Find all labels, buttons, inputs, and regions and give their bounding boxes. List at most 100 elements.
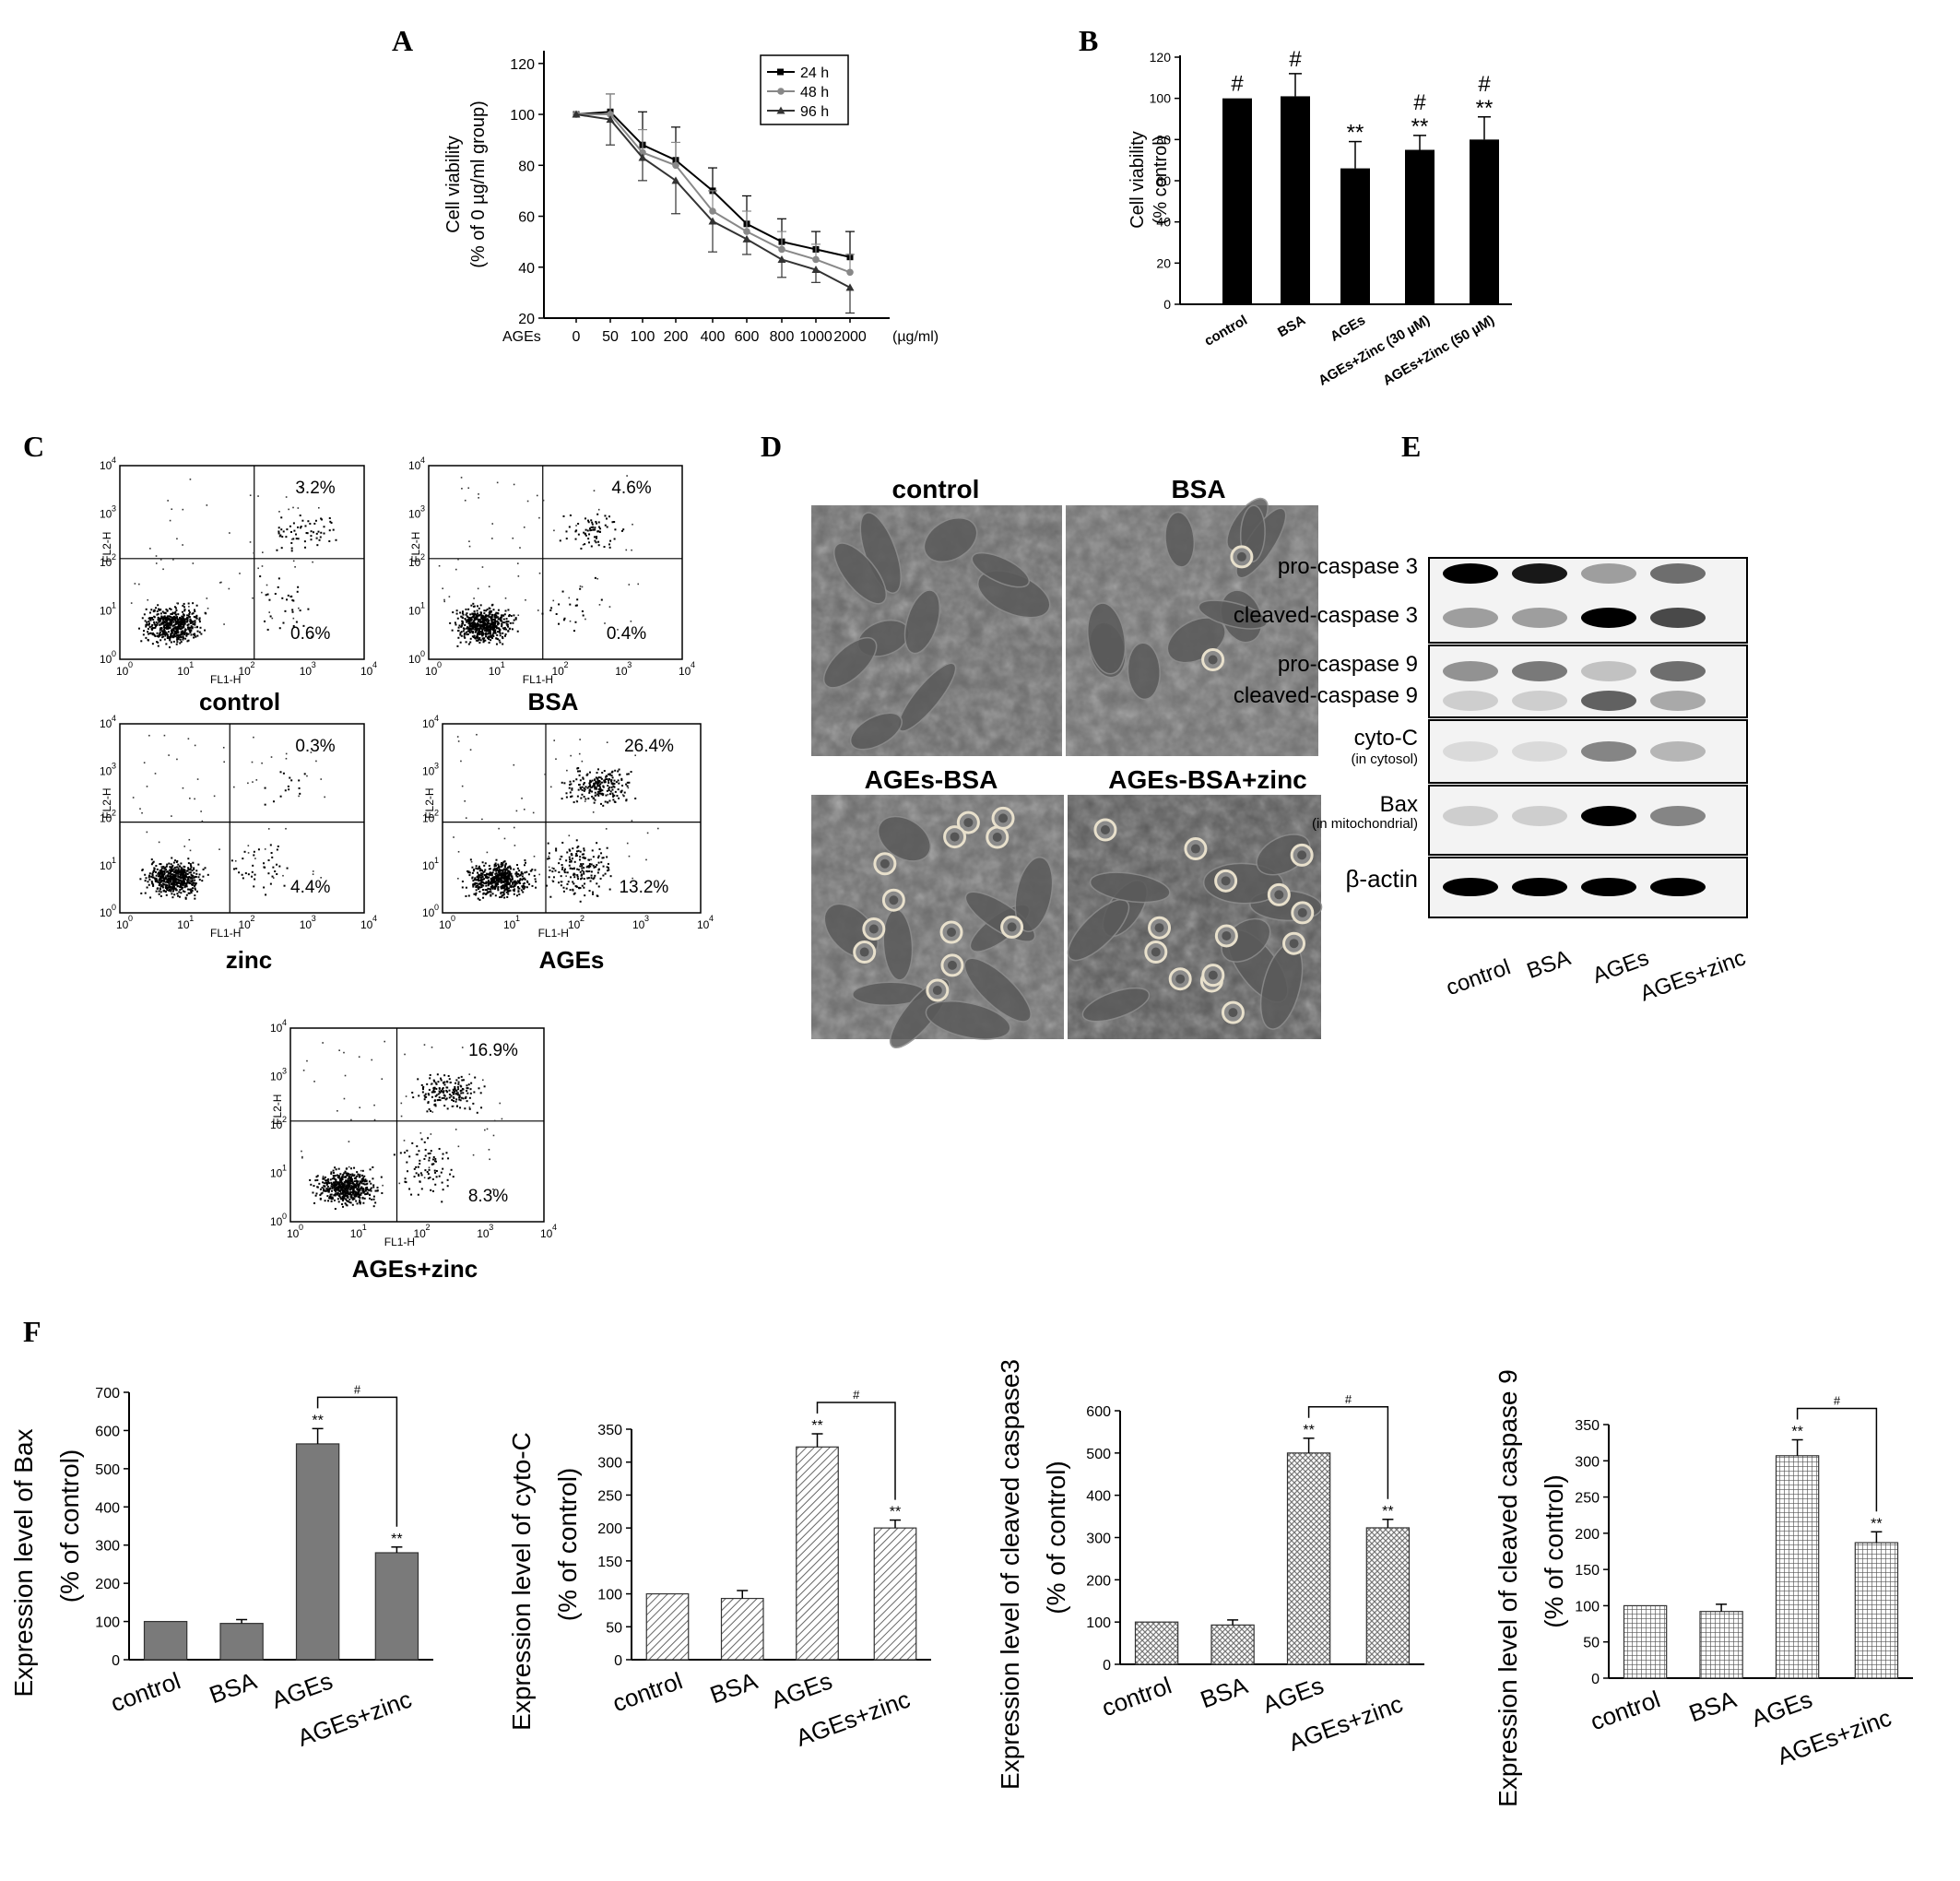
panel-b-bar bbox=[1281, 96, 1310, 304]
flow-y-axis-label: FL2-H bbox=[423, 787, 436, 818]
flow-x-axis-label: FL1-H bbox=[210, 673, 241, 686]
flow-y-tick: 10 bbox=[100, 556, 112, 569]
flow-x-tick: 10 bbox=[287, 1227, 300, 1240]
flow-y-tick-exp: 1 bbox=[434, 856, 439, 865]
blot-band bbox=[1650, 661, 1706, 681]
panel-f-significance-stars: ** bbox=[391, 1532, 402, 1547]
panel-f-ytick-label: 150 bbox=[1575, 1563, 1600, 1579]
panel-f-bar bbox=[1854, 1542, 1899, 1679]
panel-a-ytick-label: 20 bbox=[518, 312, 535, 327]
flow-x-tick-exp: 0 bbox=[451, 914, 455, 923]
blot-band bbox=[1512, 878, 1567, 896]
flow-x-tick: 10 bbox=[503, 918, 516, 931]
flow-lower-right-percent: 4.4% bbox=[290, 878, 330, 897]
blot-band bbox=[1581, 741, 1636, 762]
flow-x-tick: 10 bbox=[477, 1227, 490, 1240]
flow-y-axis-label: FL2-H bbox=[100, 787, 113, 818]
panel-f-chart-3: 0 50 100 150 200 250 300 350 Expression level of… bbox=[1494, 1369, 1913, 1807]
panel-f-ylabel-line2: (% of control) bbox=[55, 1449, 84, 1603]
blot-band bbox=[1650, 691, 1706, 711]
flow-x-tick: 10 bbox=[177, 918, 190, 931]
panel-f-significance-hash: # bbox=[1345, 1392, 1352, 1406]
flow-x-tick-exp: 0 bbox=[128, 914, 133, 923]
flow-x-tick: 10 bbox=[439, 918, 452, 931]
blot-row-label: cleaved-caspase 9 bbox=[1234, 683, 1418, 708]
flow-x-tick-exp: 3 bbox=[312, 914, 316, 923]
panel-f-ytick-label: 100 bbox=[1575, 1599, 1600, 1615]
panel-a-point bbox=[709, 207, 716, 215]
panel-b-significance-hash: # bbox=[1413, 90, 1426, 115]
panel-b-ytick-label: 100 bbox=[1150, 91, 1172, 106]
panel-label-c: C bbox=[23, 430, 44, 463]
panel-label-b: B bbox=[1079, 24, 1098, 57]
panel-f-ytick-label: 250 bbox=[597, 1488, 622, 1504]
panel-b-ytick-label: 60 bbox=[1156, 173, 1171, 188]
blot-band bbox=[1581, 691, 1636, 711]
flow-plot-2: 0.3%4.4%10 010 010 110 110 210 210 310 310 410 4FL… bbox=[100, 714, 377, 974]
panel-f-category-label: BSA bbox=[206, 1666, 261, 1709]
flow-x-tick-exp: 4 bbox=[552, 1223, 557, 1232]
flow-y-tick: 10 bbox=[408, 653, 421, 666]
flow-y-tick-exp: 1 bbox=[112, 856, 116, 865]
flow-y-tick: 10 bbox=[270, 1215, 283, 1228]
panel-a-xtick-label: 600 bbox=[735, 329, 760, 345]
panel-b-ytick-label: 120 bbox=[1150, 50, 1172, 65]
panel-f-category-label: control bbox=[1098, 1671, 1175, 1721]
flow-plot-1: 4.6%0.4%10 010 010 110 110 210 210 310 310 410 4FL… bbox=[408, 455, 695, 716]
panel-f-ylabel-line1: Expression level of cyto-C bbox=[507, 1432, 536, 1731]
flow-y-tick-exp: 3 bbox=[420, 504, 425, 514]
panel-a-point bbox=[638, 153, 647, 161]
panel-f-ylabel-line1: Expression level of cleaved caspase 9 bbox=[1494, 1369, 1522, 1807]
panel-a-xtick-label: 0 bbox=[573, 329, 581, 345]
flow-x-tick-exp: 0 bbox=[299, 1223, 303, 1232]
panel-a-ylabel-line1: Cell viability bbox=[443, 136, 464, 233]
panel-b-ylabel-line1: Cell viability bbox=[1128, 131, 1148, 229]
panel-f-category-label: control bbox=[1587, 1685, 1664, 1735]
panel-f-bar bbox=[645, 1592, 690, 1661]
panel-a-xtick-label: 400 bbox=[701, 329, 726, 345]
panel-f-category-label: AGEs bbox=[1748, 1685, 1816, 1732]
panel-b-bar bbox=[1340, 168, 1370, 304]
panel-a-point bbox=[607, 111, 614, 118]
panel-a-xtick-label: 50 bbox=[602, 329, 619, 345]
panel-f-ytick-label: 200 bbox=[1575, 1527, 1600, 1543]
flow-x-axis-label: FL1-H bbox=[538, 927, 569, 940]
flow-y-tick: 10 bbox=[422, 764, 435, 777]
panel-a-xtick-label: 1000 bbox=[799, 329, 832, 345]
flow-y-tick-exp: 3 bbox=[434, 761, 439, 770]
flow-x-axis-label: FL1-H bbox=[210, 927, 241, 940]
flow-y-tick: 10 bbox=[270, 1167, 283, 1180]
panel-f-ytick-label: 200 bbox=[95, 1577, 120, 1592]
panel-a-ytick-label: 120 bbox=[510, 57, 535, 73]
blot-band bbox=[1443, 691, 1498, 711]
blot-lane-label: BSA bbox=[1524, 945, 1574, 984]
panel-b-ylabel-line2: (% control) bbox=[1151, 136, 1171, 225]
panel-f-chart-2: 0 100 200 300 400 500 600 Expression level of c… bbox=[996, 1359, 1424, 1790]
flow-plot-title: AGEs bbox=[539, 946, 605, 974]
panel-a-point bbox=[811, 266, 821, 274]
blot-band bbox=[1443, 741, 1498, 762]
panel-a-point bbox=[572, 110, 581, 118]
panel-d-label-control: control bbox=[892, 475, 980, 503]
flow-plot-title: BSA bbox=[528, 688, 579, 716]
flow-x-tick: 10 bbox=[350, 1227, 363, 1240]
panel-a-point bbox=[671, 176, 680, 184]
flow-y-tick-exp: 2 bbox=[112, 809, 116, 818]
flow-plot-3: 26.4%13.2%10 010 010 110 110 210 210 310 310 410 4… bbox=[422, 714, 714, 974]
panel-f-bar bbox=[720, 1597, 764, 1661]
panel-a-point bbox=[606, 115, 615, 124]
panel-f-ytick-label: 150 bbox=[597, 1555, 622, 1570]
flow-y-tick-exp: 0 bbox=[282, 1212, 287, 1221]
flow-x-tick: 10 bbox=[540, 1227, 553, 1240]
flow-plot-dots bbox=[130, 479, 337, 649]
panel-d-label-ages-bsa-zinc: AGEs-BSA+zinc bbox=[1108, 765, 1307, 794]
panel-f-bar bbox=[1365, 1527, 1411, 1665]
flow-y-axis-label: FL2-H bbox=[100, 532, 113, 562]
panel-f-ytick-label: 250 bbox=[1575, 1491, 1600, 1507]
panel-f-category-label: control bbox=[608, 1666, 686, 1717]
panel-label-d: D bbox=[761, 430, 782, 463]
flow-y-tick-exp: 4 bbox=[112, 455, 116, 465]
panel-f-significance-stars: ** bbox=[1871, 1516, 1882, 1532]
panel-f-bar bbox=[1623, 1604, 1668, 1679]
flow-y-tick-exp: 4 bbox=[420, 455, 425, 465]
